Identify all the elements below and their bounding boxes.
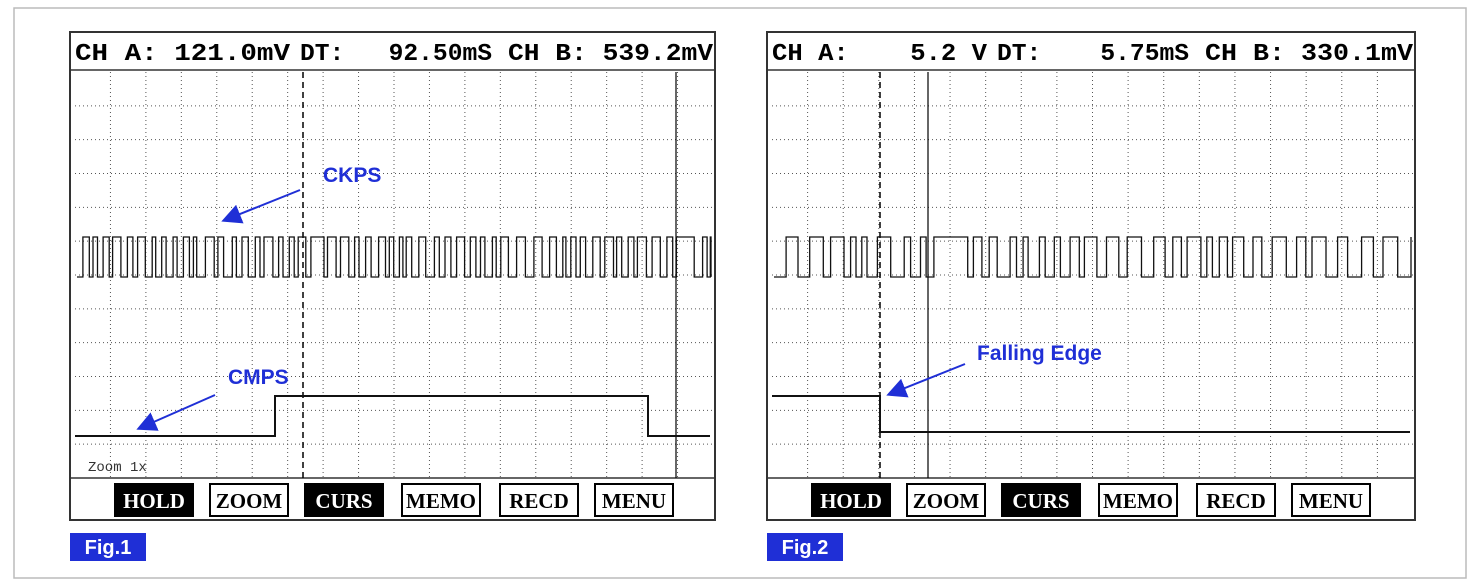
softkey [1196,483,1276,517]
caption-badge [767,533,843,561]
softkey-label: HOLD [820,489,882,513]
signal-label: CKPS [323,164,381,187]
softkey [401,483,481,517]
pulse-trace [774,236,1412,278]
caption: Fig.2 [782,537,829,559]
softkey [499,483,579,517]
signal-label: Falling Edge [977,342,1102,365]
scope-screen [766,31,1416,521]
softkey [209,483,289,517]
zoom-level: Zoom 1x [88,460,147,476]
softkey [1001,483,1081,517]
pulse-trace [77,236,712,278]
caption: Fig.1 [85,537,132,559]
label-arrow [136,394,216,431]
softkey-label: CURS [315,489,372,513]
softkey [304,483,384,517]
header-ch-b: CH B: 539.2mV [508,41,714,68]
softkey-label: MENU [602,489,666,513]
softkey-label: ZOOM [913,489,980,513]
header-dt: DT: 5.75mS [997,41,1189,68]
softkey [1291,483,1371,517]
softkey-label: MENU [1299,489,1363,513]
softkey-label: MEMO [1103,489,1173,513]
softkey-label: MEMO [406,489,476,513]
header-ch-a: CH A: 121.0mV [75,41,291,68]
softkey-label: RECD [1206,489,1266,513]
signal-label: CMPS [228,366,289,389]
softkey [906,483,986,517]
softkey [594,483,674,517]
header-dt: DT: 92.50mS [300,41,492,68]
softkey [811,483,891,517]
header-ch-b: CH B: 330.1mV [1205,41,1414,68]
header-ch-a: CH A: 5.2 V [772,41,988,68]
softkey [1098,483,1178,517]
softkey-label: RECD [509,489,569,513]
softkey-label: ZOOM [216,489,283,513]
softkey-label: CURS [1012,489,1069,513]
frame [13,7,1467,579]
label-arrow [886,363,966,398]
softkey [114,483,194,517]
softkey-label: HOLD [123,489,185,513]
caption-badge [70,533,146,561]
level-trace [75,395,710,437]
label-arrow [221,189,301,224]
level-trace [772,395,1410,433]
